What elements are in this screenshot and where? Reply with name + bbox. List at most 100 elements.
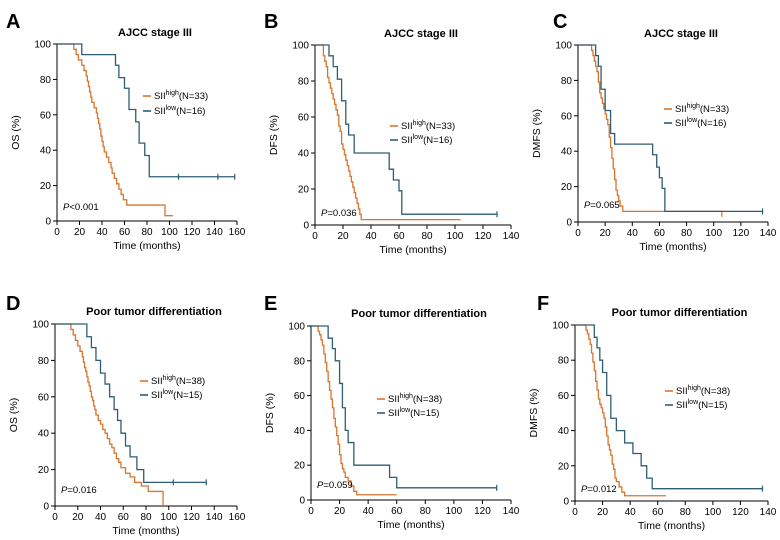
- legend-label-low: SIIlow(N=15): [388, 407, 439, 419]
- legend-label-high: SIIhigh(N=33): [154, 90, 208, 102]
- p-value: P=0.016: [61, 485, 97, 496]
- x-tick-label: 40: [96, 227, 108, 238]
- km-curve-low: [315, 44, 497, 215]
- x-tick-label: 20: [334, 506, 346, 517]
- panel-d: D Poor tumor differentiation 0 20 40 60 80 100 0…: [6, 293, 246, 537]
- x-tick-label: 20: [337, 231, 349, 242]
- x-axis-label: Time (months): [638, 520, 705, 532]
- x-tick-label: 160: [229, 227, 246, 238]
- x-tick-label: 40: [625, 507, 637, 518]
- y-tick-label: 40: [294, 426, 306, 437]
- p-value: P=0.059: [317, 480, 353, 491]
- panel-letter: F: [537, 293, 549, 315]
- x-axis-label: Time (months): [379, 244, 446, 256]
- y-tick-label: 20: [298, 185, 310, 196]
- y-tick-label: 60: [294, 391, 306, 402]
- x-tick-label: 60: [654, 228, 666, 239]
- panel-letter: B: [264, 11, 278, 33]
- y-tick-label: 80: [298, 77, 310, 88]
- y-tick-label: 0: [45, 217, 51, 228]
- y-tick-label: 20: [561, 182, 573, 193]
- chart-title: Poor tumor differentiation: [612, 307, 748, 319]
- x-tick-label: 80: [141, 227, 153, 238]
- y-tick-label: 20: [294, 461, 306, 472]
- x-tick-label: 40: [95, 512, 107, 523]
- legend-label-high: SIIhigh(N=38): [676, 385, 730, 397]
- x-tick-label: 140: [503, 231, 520, 242]
- y-tick-label: 20: [40, 181, 52, 192]
- y-tick-label: 80: [558, 356, 570, 367]
- y-tick-label: 0: [43, 502, 49, 513]
- x-tick-label: 120: [183, 512, 200, 523]
- panel-a: A AJCC stage III 0 20 40 60 80 100 0 20 40 60 80 100 1…: [6, 11, 246, 252]
- y-tick-label: 0: [563, 497, 569, 508]
- km-curve-low: [575, 324, 763, 490]
- x-tick-label: 0: [308, 506, 314, 517]
- x-tick-label: 60: [118, 512, 130, 523]
- x-tick-label: 40: [365, 231, 377, 242]
- y-tick-label: 60: [561, 111, 573, 122]
- p-value: P<0.001: [63, 202, 99, 213]
- x-axis-label: Time (months): [112, 525, 179, 537]
- km-curve-high: [55, 323, 164, 506]
- x-tick-label: 80: [421, 231, 433, 242]
- x-tick-label: 20: [597, 507, 609, 518]
- legend-label-high: SIIhigh(N=33): [675, 103, 729, 115]
- x-tick-label: 120: [475, 231, 492, 242]
- x-tick-label: 120: [474, 506, 491, 517]
- km-curve-high: [578, 44, 723, 217]
- legend-label-low: SIIlow(N=15): [151, 389, 202, 401]
- x-tick-label: 100: [447, 231, 464, 242]
- panel-letter: C: [553, 11, 567, 33]
- legend-label-low: SIIlow(N=16): [675, 117, 726, 129]
- panel-c: C AJCC stage III 0 20 40 60 80 100 0 20 40 60 80 100 1…: [531, 11, 777, 253]
- km-curve-high: [311, 325, 397, 496]
- y-tick-label: 40: [561, 147, 573, 158]
- chart-title: AJCC stage III: [384, 28, 458, 40]
- x-tick-label: 20: [72, 512, 84, 523]
- y-tick-label: 80: [40, 75, 52, 86]
- x-tick-label: 0: [575, 228, 581, 239]
- x-tick-label: 60: [119, 227, 131, 238]
- panel-b: B AJCC stage III 0 20 40 60 80 100 0 20 40 60 80 100 1…: [264, 11, 520, 256]
- y-tick-label: 100: [288, 322, 305, 333]
- km-curve-high: [575, 324, 666, 497]
- y-tick-label: 40: [38, 429, 50, 440]
- chart-title: AJCC stage III: [644, 28, 718, 40]
- km-curve-low: [578, 44, 763, 213]
- km-curve-high: [57, 43, 173, 217]
- x-tick-label: 20: [600, 228, 612, 239]
- y-tick-label: 40: [298, 149, 310, 160]
- x-tick-label: 60: [391, 506, 403, 517]
- x-tick-label: 120: [184, 227, 201, 238]
- y-tick-label: 20: [558, 461, 570, 472]
- y-tick-label: 40: [40, 146, 52, 157]
- y-tick-label: 100: [34, 40, 51, 51]
- km-curve-high: [315, 44, 461, 221]
- chart-title: Poor tumor differentiation: [86, 306, 222, 318]
- legend-label-low: SIIlow(N=16): [154, 105, 205, 117]
- y-tick-label: 40: [558, 426, 570, 437]
- p-value: P=0.065: [584, 200, 620, 211]
- y-tick-label: 100: [555, 41, 572, 52]
- y-tick-label: 100: [32, 320, 49, 331]
- x-axis-label: Time (months): [639, 241, 706, 253]
- x-tick-label: 140: [760, 228, 777, 239]
- x-tick-label: 40: [627, 228, 639, 239]
- y-tick-label: 80: [561, 76, 573, 87]
- x-tick-label: 0: [54, 227, 60, 238]
- panel-letter: D: [6, 293, 20, 315]
- x-axis-label: Time (months): [113, 240, 180, 252]
- km-curve-low: [55, 323, 207, 483]
- y-axis-label: OS (%): [10, 115, 22, 149]
- x-tick-label: 160: [229, 512, 246, 523]
- x-tick-label: 80: [681, 228, 693, 239]
- x-tick-label: 0: [572, 507, 578, 518]
- x-tick-label: 120: [733, 228, 750, 239]
- p-value: P=0.012: [581, 484, 617, 495]
- legend-label-high: SIIhigh(N=33): [401, 120, 455, 132]
- x-tick-label: 100: [705, 228, 722, 239]
- p-value: P=0.036: [321, 208, 357, 219]
- panel-f: F Poor tumor differentiation 0 20 40 60 80 100 0…: [528, 293, 777, 532]
